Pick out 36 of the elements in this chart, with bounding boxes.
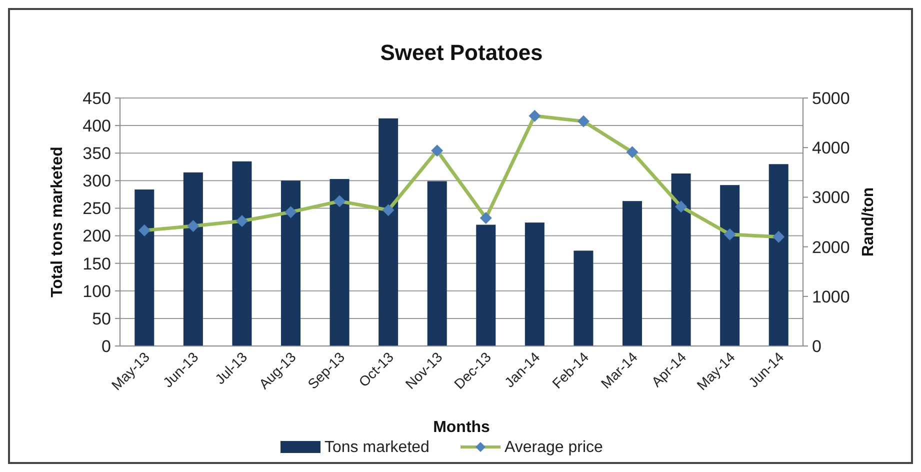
bar xyxy=(524,222,544,346)
bar xyxy=(720,185,740,346)
bar xyxy=(280,180,301,346)
bar xyxy=(768,164,788,346)
y2-tick-label: 5000 xyxy=(812,88,850,108)
legend-label: Average price xyxy=(504,439,604,456)
chart-title: Sweet Potatoes xyxy=(380,40,543,65)
y2-tick-label: 1000 xyxy=(812,287,850,306)
bar xyxy=(134,189,154,346)
y-tick-label: 100 xyxy=(82,282,111,301)
y2-axis-title: Rand/ton xyxy=(860,187,877,257)
bar xyxy=(476,224,496,346)
y2-tick-label: 0 xyxy=(812,336,822,356)
y2-tick-label: 4000 xyxy=(812,138,850,158)
y-tick-label: 450 xyxy=(82,88,111,108)
legend-label: Tons marketed xyxy=(324,439,430,456)
bar xyxy=(378,118,398,346)
bar xyxy=(574,250,594,346)
y-tick-label: 250 xyxy=(82,199,111,218)
bar xyxy=(232,161,252,346)
y-tick-label: 200 xyxy=(82,226,111,246)
y-axis-title: Total tons marketed xyxy=(49,146,66,298)
y-tick-label: 350 xyxy=(82,144,111,164)
y-tick-label: 150 xyxy=(82,254,111,274)
bar xyxy=(427,181,447,346)
y2-tick-label: 2000 xyxy=(812,238,850,257)
y-tick-label: 300 xyxy=(82,172,111,191)
bar xyxy=(183,172,203,346)
bar xyxy=(330,179,350,346)
y-tick-label: 400 xyxy=(82,116,111,136)
bar xyxy=(622,201,642,346)
y2-tick-label: 3000 xyxy=(812,188,850,208)
bar xyxy=(671,174,691,346)
y-tick-label: 50 xyxy=(92,309,111,328)
x-axis-title: Months xyxy=(433,419,490,436)
y-tick-label: 0 xyxy=(102,336,111,356)
